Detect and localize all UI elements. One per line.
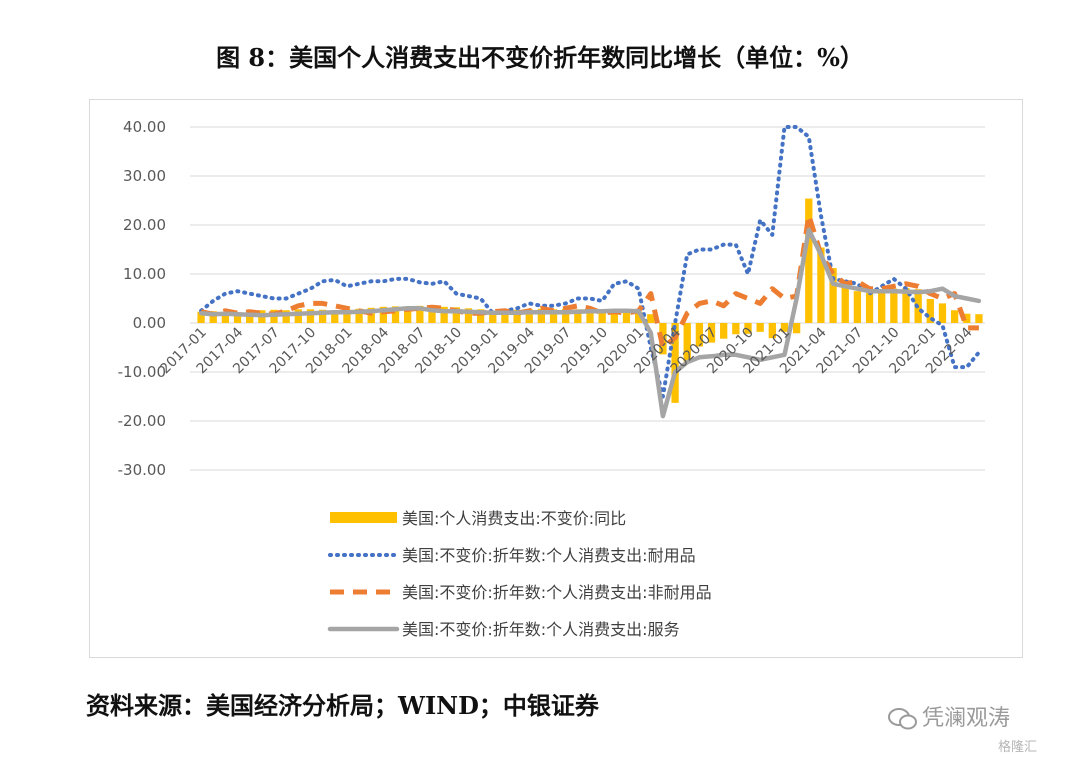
chart-plot: 40.00 30.00 20.00 10.00 0.00 -10.00 -20.00 -30.… bbox=[118, 118, 985, 639]
bar bbox=[756, 323, 764, 332]
bar bbox=[671, 323, 679, 403]
bar bbox=[829, 268, 837, 323]
bar bbox=[428, 306, 436, 323]
bar bbox=[537, 308, 546, 323]
watermark: 凭澜观涛 bbox=[888, 700, 1010, 732]
bar bbox=[780, 323, 789, 332]
bar bbox=[878, 292, 886, 323]
bar bbox=[975, 314, 983, 323]
legend: 美国:个人消费支出:不变价:同比美国:不变价:折年数:个人消费支出:耐用品美国:… bbox=[327, 509, 712, 639]
bar bbox=[355, 308, 363, 323]
x-axis-ticks: 2017-012017-042017-072017-102018-012018-… bbox=[157, 324, 975, 377]
bar-series-total bbox=[197, 198, 983, 403]
bar bbox=[817, 247, 825, 323]
bar bbox=[695, 323, 704, 347]
bar bbox=[489, 310, 497, 323]
bar bbox=[683, 323, 691, 362]
bar bbox=[197, 311, 205, 323]
bar bbox=[890, 288, 898, 323]
line-series bbox=[198, 125, 982, 419]
line-durable bbox=[199, 125, 981, 399]
bar bbox=[902, 288, 910, 323]
legend-label: 美国:不变价:折年数:个人消费支出:非耐用品 bbox=[402, 583, 712, 602]
bar bbox=[647, 314, 655, 323]
bar bbox=[416, 305, 424, 323]
bar bbox=[574, 309, 582, 323]
bar bbox=[732, 323, 740, 335]
bar bbox=[452, 307, 460, 323]
brand-mark: 格隆汇 bbox=[998, 736, 1037, 755]
y-tick-label: -20.00 bbox=[118, 412, 166, 430]
bar bbox=[379, 306, 388, 323]
chart-title: 图 8：美国个人消费支出不变价折年数同比增长（单位：%） bbox=[216, 43, 864, 72]
bar bbox=[926, 298, 934, 323]
bar bbox=[513, 309, 521, 323]
y-axis-ticks: 40.00 30.00 20.00 10.00 0.00 -10.00 -20.00 -30.… bbox=[118, 118, 166, 479]
y-tick-label: -10.00 bbox=[118, 363, 166, 381]
bar bbox=[343, 309, 351, 323]
bar bbox=[306, 309, 315, 323]
bar bbox=[938, 303, 947, 323]
watermark-text: 凭澜观涛 bbox=[922, 706, 1011, 731]
bar bbox=[501, 310, 509, 323]
y-tick-label: 20.00 bbox=[123, 216, 166, 234]
bar bbox=[598, 310, 606, 323]
legend-swatch-total bbox=[330, 512, 397, 523]
bar bbox=[865, 293, 874, 323]
bar bbox=[282, 310, 290, 323]
brand-logo: 格隆汇 bbox=[998, 740, 1038, 755]
bar bbox=[246, 311, 254, 323]
legend-label: 美国:不变价:折年数:个人消费支出:耐用品 bbox=[402, 546, 696, 565]
bar bbox=[476, 309, 485, 323]
legend-label: 美国:不变价:折年数:个人消费支出:服务 bbox=[402, 620, 680, 639]
bar bbox=[768, 323, 776, 339]
bar bbox=[805, 198, 813, 323]
y-tick-label: 40.00 bbox=[123, 118, 166, 136]
bar bbox=[391, 306, 400, 323]
bar bbox=[963, 313, 971, 323]
y-tick-label: -30.00 bbox=[118, 461, 166, 479]
chart-frame: 40.00 30.00 20.00 10.00 0.00 -10.00 -20.00 -30.… bbox=[89, 99, 1023, 658]
bar bbox=[331, 310, 339, 323]
bar bbox=[950, 310, 959, 323]
bar bbox=[610, 311, 618, 323]
bar bbox=[233, 312, 242, 323]
bar bbox=[586, 309, 594, 323]
bar bbox=[622, 311, 631, 323]
bar bbox=[792, 323, 801, 334]
y-tick-label: 30.00 bbox=[123, 167, 166, 185]
source-note: 资料来源：美国经济分析局；WIND；中银证券 bbox=[86, 691, 599, 720]
bar bbox=[294, 309, 302, 323]
bar bbox=[440, 306, 448, 323]
bar bbox=[318, 309, 327, 323]
line-nondurable bbox=[200, 212, 979, 350]
bar bbox=[209, 311, 217, 323]
bar bbox=[525, 309, 533, 323]
bar bbox=[634, 311, 643, 323]
bar bbox=[221, 311, 230, 323]
bar bbox=[841, 282, 849, 323]
bar bbox=[744, 323, 752, 334]
y-tick-label: 0.00 bbox=[133, 314, 166, 332]
legend-label: 美国:个人消费支出:不变价:同比 bbox=[402, 509, 626, 528]
bar bbox=[720, 323, 728, 339]
bar bbox=[549, 309, 558, 323]
bar bbox=[464, 308, 473, 323]
bar bbox=[707, 323, 716, 343]
line-services bbox=[198, 227, 982, 419]
wechat-icon bbox=[888, 708, 917, 730]
bar bbox=[404, 306, 412, 323]
bar bbox=[853, 291, 862, 323]
bar bbox=[562, 308, 570, 323]
y-tick-label: 10.00 bbox=[123, 265, 166, 283]
